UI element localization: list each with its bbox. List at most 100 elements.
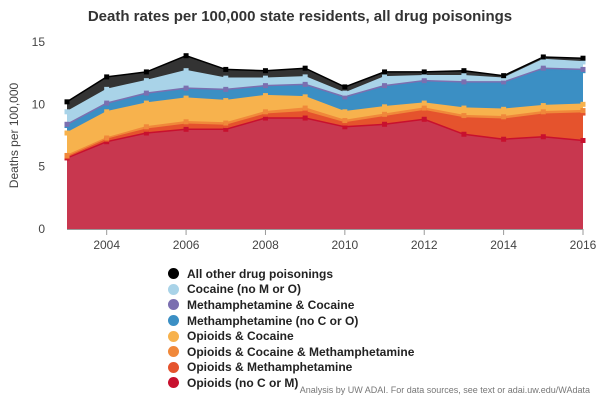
- legend-item-methamphetamine-cocaine[interactable]: Methamphetamine & Cocaine: [168, 297, 414, 313]
- point-all-other-drug-poisonings-2004: [104, 74, 110, 80]
- legend-label-all-other-drug-poisonings: All other drug poisonings: [187, 266, 333, 281]
- legend-item-opioids-cocaine[interactable]: Opioids & Cocaine: [168, 328, 414, 344]
- area-opioids-no-c-or-m: [67, 118, 583, 229]
- point-methamphetamine-cocaine-2004: [104, 100, 110, 106]
- point-opioids-no-c-or-m-2015: [540, 134, 546, 140]
- point-opioids-no-c-or-m-2013: [461, 131, 467, 137]
- point-opioids-no-c-or-m-2012: [421, 116, 427, 122]
- point-methamphetamine-cocaine-2013: [461, 79, 467, 85]
- axes: 2004 2006 2008 2010 2012 2014 2016 0 5 10 15 Deaths…: [7, 35, 597, 252]
- y-tick-label-0: 0: [38, 222, 45, 236]
- legend-marker-methamphetamine-no-c-or-o: [168, 315, 179, 327]
- point-all-other-drug-poisonings-2005: [143, 69, 149, 75]
- point-opioids-cocaine-2010: [342, 109, 348, 115]
- point-opioids-cocaine-methamphetamine-2012: [421, 105, 427, 111]
- point-opioids-no-c-or-m-2016: [580, 137, 586, 143]
- legend-label-cocaine-no-m-or-o: Cocaine (no M or O): [187, 282, 301, 297]
- point-cocaine-no-m-or-o-2016: [580, 59, 586, 65]
- point-opioids-cocaine-methamphetamine-2016: [580, 108, 586, 114]
- y-tick-label-5: 5: [38, 160, 45, 174]
- point-all-other-drug-poisonings-2011: [382, 69, 388, 75]
- point-opioids-methamphetamine-2009: [302, 109, 308, 115]
- line-methamphetamine-no-c-or-o: [66, 68, 584, 127]
- x-tick-label-2012: 2012: [411, 238, 438, 252]
- point-opioids-cocaine-methamphetamine-2009: [302, 105, 308, 111]
- line-opioids-no-c-or-m: [66, 117, 584, 159]
- legend-item-opioids-no-c-or-m[interactable]: Opioids (no C or M): [168, 375, 414, 391]
- point-opioids-no-c-or-m-2014: [501, 136, 507, 142]
- legend-item-cocaine-no-m-or-o[interactable]: Cocaine (no M or O): [168, 282, 414, 298]
- point-opioids-cocaine-2014: [501, 106, 507, 112]
- legend-marker-opioids-cocaine: [168, 330, 179, 342]
- legend-label-opioids-cocaine-methamphetamine: Opioids & Cocaine & Methamphetamine: [187, 344, 415, 359]
- point-methamphetamine-cocaine-2014: [501, 79, 507, 85]
- point-opioids-cocaine-methamphetamine-2004: [104, 135, 110, 141]
- area-opioids-cocaine: [67, 95, 583, 156]
- y-tick-label-10: 10: [32, 97, 46, 111]
- point-opioids-no-c-or-m-2005: [143, 130, 149, 136]
- point-opioids-no-c-or-m-2011: [382, 121, 388, 127]
- point-opioids-cocaine-2012: [421, 100, 427, 106]
- legend-marker-opioids-no-c-or-m: [168, 377, 179, 389]
- line-opioids-methamphetamine: [66, 109, 584, 158]
- point-opioids-cocaine-2007: [223, 98, 229, 104]
- point-opioids-cocaine-2016: [580, 101, 586, 107]
- point-opioids-cocaine-methamphetamine-2013: [461, 113, 467, 119]
- x-tick-label-2014: 2014: [490, 238, 517, 252]
- area-chart: 2004 2006 2008 2010 2012 2014 2016 0 5 10 15 Deaths…: [7, 35, 597, 252]
- point-cocaine-no-m-or-o-2005: [143, 78, 149, 84]
- point-opioids-no-c-or-m-2010: [342, 124, 348, 130]
- legend-item-opioids-cocaine-methamphetamine[interactable]: Opioids & Cocaine & Methamphetamine: [168, 344, 414, 360]
- chart-title: Death rates per 100,000 state residents,…: [87, 8, 513, 25]
- point-methamphetamine-cocaine-2008: [262, 83, 268, 89]
- legend-item-methamphetamine-no-c-or-o[interactable]: Methamphetamine (no C or O): [168, 313, 414, 329]
- point-opioids-cocaine-2004: [104, 109, 110, 115]
- point-all-other-drug-poisonings-2014: [501, 73, 507, 79]
- point-all-other-drug-poisonings-2013: [461, 68, 467, 74]
- x-tick-label-2006: 2006: [173, 238, 200, 252]
- point-cocaine-no-m-or-o-2010: [342, 90, 348, 96]
- point-methamphetamine-cocaine-2016: [580, 66, 586, 72]
- point-all-other-drug-poisonings-2007: [223, 66, 229, 72]
- point-methamphetamine-cocaine-2011: [382, 83, 388, 89]
- point-methamphetamine-cocaine-2009: [302, 81, 308, 87]
- point-cocaine-no-m-or-o-2003: [64, 109, 70, 115]
- legend-label-opioids-cocaine: Opioids & Cocaine: [187, 329, 294, 344]
- series-markers: [64, 53, 586, 161]
- area-opioids-methamphetamine: [67, 110, 583, 158]
- point-opioids-no-c-or-m-2008: [262, 115, 268, 121]
- point-opioids-cocaine-2006: [183, 95, 189, 101]
- point-opioids-cocaine-2005: [143, 100, 149, 106]
- point-methamphetamine-cocaine-2006: [183, 85, 189, 91]
- point-opioids-cocaine-2008: [262, 93, 268, 99]
- credit-text: Analysis by UW ADAI. For data sources, s…: [299, 385, 590, 395]
- x-tick-label-2008: 2008: [252, 238, 279, 252]
- point-cocaine-no-m-or-o-2012: [421, 73, 427, 79]
- point-opioids-no-c-or-m-2009: [302, 115, 308, 121]
- point-opioids-cocaine-2013: [461, 105, 467, 111]
- point-all-other-drug-poisonings-2009: [302, 65, 308, 71]
- legend-marker-opioids-methamphetamine: [168, 361, 179, 373]
- legend-marker-all-other-drug-poisonings: [168, 268, 179, 280]
- point-methamphetamine-cocaine-2012: [421, 78, 427, 84]
- line-opioids-cocaine: [66, 94, 584, 134]
- point-opioids-cocaine-methamphetamine-2003: [64, 152, 70, 158]
- point-cocaine-no-m-or-o-2007: [223, 75, 229, 81]
- point-all-other-drug-poisonings-2016: [580, 55, 586, 61]
- series-lines: [66, 54, 584, 159]
- point-cocaine-no-m-or-o-2009: [302, 74, 308, 80]
- legend: All other drug poisonings Cocaine (no M o…: [168, 266, 414, 391]
- point-opioids-no-c-or-m-2006: [183, 126, 189, 132]
- point-methamphetamine-cocaine-2015: [540, 65, 546, 71]
- legend-item-opioids-methamphetamine[interactable]: Opioids & Methamphetamine: [168, 360, 414, 376]
- point-methamphetamine-cocaine-2005: [143, 90, 149, 96]
- legend-label-methamphetamine-no-c-or-o: Methamphetamine (no C or O): [187, 313, 359, 328]
- point-cocaine-no-m-or-o-2011: [382, 74, 388, 80]
- point-opioids-cocaine-methamphetamine-2008: [262, 109, 268, 115]
- point-opioids-cocaine-2009: [302, 94, 308, 100]
- point-opioids-cocaine-2015: [540, 103, 546, 109]
- point-cocaine-no-m-or-o-2008: [262, 75, 268, 81]
- area-methamphetamine-no-c-or-o: [67, 69, 583, 133]
- legend-marker-opioids-cocaine-methamphetamine: [168, 346, 179, 358]
- legend-item-all-other-drug-poisonings[interactable]: All other drug poisonings: [168, 266, 414, 282]
